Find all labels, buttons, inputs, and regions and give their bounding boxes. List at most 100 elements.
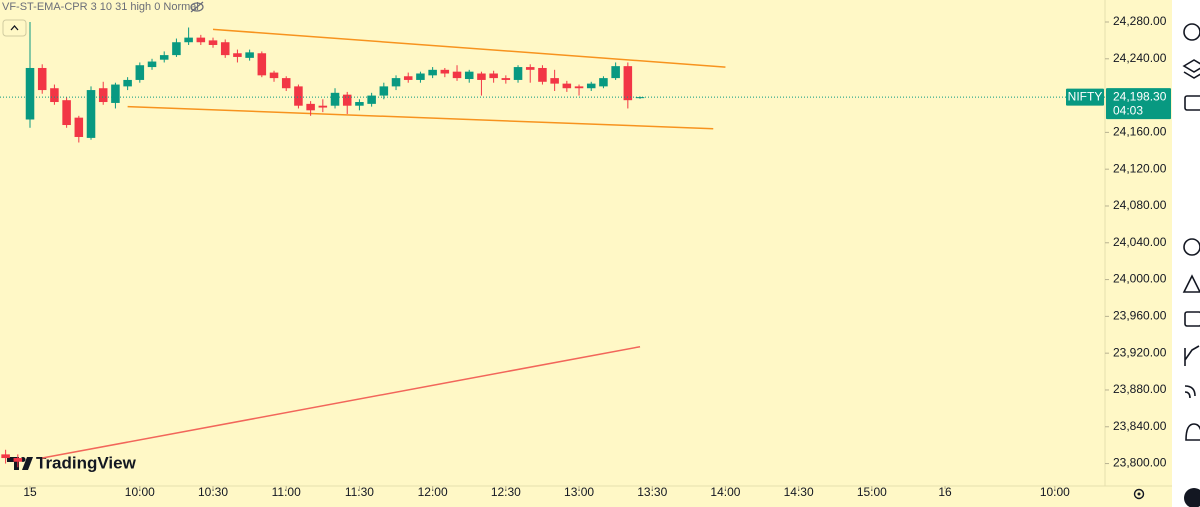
candle-body [550,78,559,84]
candle-body [599,78,608,87]
y-tick-label: 23,920.00 [1113,345,1167,359]
candle-body [208,40,218,45]
candle-body [611,66,620,79]
candle-body [220,42,230,56]
last-price-label: 24,198.30 [1113,89,1167,103]
candle-body [1,454,10,459]
trend-line [127,105,714,130]
candle-body [25,67,35,120]
candle-body [342,94,352,106]
chat-icon[interactable] [1184,95,1200,111]
candle-body [306,103,315,111]
candle-body [330,92,340,106]
y-tick-label: 23,960.00 [1113,309,1167,323]
candle-body [281,78,291,89]
x-tick-label: 16 [938,485,952,499]
candle-body [452,71,462,79]
candle-body [501,78,511,80]
candle-body [135,65,145,80]
countdown-label: 04:03 [1113,103,1143,117]
trend-line [42,345,641,459]
candle-body [147,61,157,68]
plot-area [0,21,1105,468]
candle-body [50,88,59,103]
x-tick-label: 11:00 [272,485,301,499]
candle-body [464,71,474,80]
x-tick-label: 13:00 [564,485,594,499]
collapse-button[interactable] [2,19,27,37]
x-tick-label: 14:30 [784,485,814,499]
x-tick-label: 10:00 [1040,485,1070,499]
candle-body [196,37,206,43]
x-tick-label: 15 [23,485,37,499]
candle-body [318,105,328,108]
candle-body [233,53,242,57]
candle-body [525,67,535,70]
candle-body [477,73,486,80]
candle-body [574,86,584,89]
candle-body [98,88,108,103]
trend-line [212,28,726,68]
y-tick-label: 24,080.00 [1113,198,1167,212]
candle-body [355,102,364,106]
layers-icon[interactable] [1182,59,1200,79]
candle-body [245,52,254,58]
candle-body [635,97,645,99]
candle-body [440,69,450,74]
candle-body [257,53,267,76]
candle-body [294,86,303,106]
x-tick-label: 13:30 [637,485,667,499]
candle-body [391,78,401,87]
candle-body [586,83,596,89]
y-tick-label: 24,120.00 [1113,161,1167,175]
candle-body [367,95,376,104]
candle-body [159,55,169,60]
x-tick-label: 15:00 [857,485,887,499]
candle-body [172,42,181,56]
candle-body [416,73,425,80]
candle-body [538,67,547,82]
price-badge [1106,88,1171,120]
calendar-icon[interactable] [1184,311,1200,327]
candle-body [428,69,437,76]
watermark-text: TradingView [36,453,137,472]
candle-body [37,67,47,91]
chart-icon[interactable] [1184,345,1200,366]
y-tick-label: 24,000.00 [1113,272,1167,286]
y-tick-label: 23,840.00 [1113,419,1167,433]
clock-icon[interactable] [1183,23,1200,41]
x-tick-label: 10:30 [198,485,228,499]
x-tick-label: 11:30 [345,485,374,499]
candle-body [623,66,633,101]
target-icon[interactable] [1183,238,1200,256]
x-tick-label: 14:00 [710,485,740,499]
y-tick-label: 23,800.00 [1113,456,1167,470]
y-tick-label: 23,880.00 [1113,382,1167,396]
symbol-label: NIFTY [1068,89,1103,103]
y-tick-label: 24,240.00 [1113,51,1167,65]
candle-body [513,67,523,80]
toolbar-icons[interactable] [1182,23,1200,507]
symbol-badge [1066,88,1104,106]
candle-body [562,83,572,89]
eye-icon[interactable] [190,1,204,13]
candle-body [13,458,23,462]
candle-body [379,86,389,96]
candle-body [62,100,71,126]
ideas-icon[interactable] [1182,274,1200,293]
alert-icon[interactable] [1185,423,1200,441]
settings-icon[interactable] [1133,488,1145,500]
apps-icon[interactable] [1184,488,1200,507]
x-tick-label: 10:00 [125,485,155,499]
stream-icon[interactable] [1184,385,1196,399]
candle-body [74,117,84,137]
candle-body [123,79,132,87]
candle-body [269,72,279,79]
candle-body [489,73,498,79]
candle-body [403,76,413,80]
candle-body [184,37,193,43]
y-tick-label: 24,280.00 [1113,14,1167,28]
